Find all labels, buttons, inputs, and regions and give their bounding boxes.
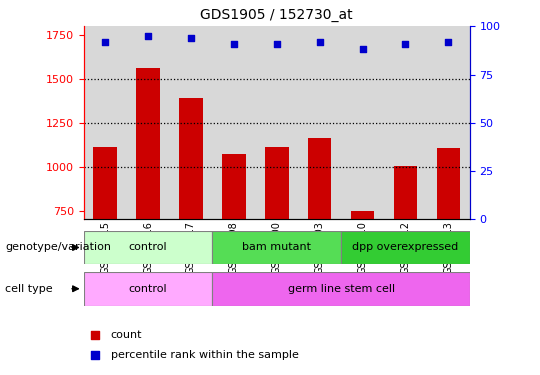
Bar xyxy=(212,26,255,219)
Point xyxy=(91,352,99,358)
Text: control: control xyxy=(129,284,167,294)
Bar xyxy=(255,26,298,219)
Bar xyxy=(93,147,117,219)
Bar xyxy=(84,26,126,219)
Bar xyxy=(84,272,212,306)
Text: cell type: cell type xyxy=(5,284,53,294)
Text: control: control xyxy=(129,243,167,252)
Text: genotype/variation: genotype/variation xyxy=(5,243,111,252)
Bar xyxy=(222,153,246,219)
Point xyxy=(401,40,410,46)
Text: germ line stem cell: germ line stem cell xyxy=(287,284,395,294)
Text: count: count xyxy=(111,330,142,340)
Bar xyxy=(126,26,170,219)
Point xyxy=(273,40,281,46)
Bar xyxy=(384,26,427,219)
Point xyxy=(358,46,367,53)
Point xyxy=(91,332,99,338)
Point xyxy=(444,39,453,45)
Bar xyxy=(436,148,460,219)
Text: dpp overexpressed: dpp overexpressed xyxy=(352,243,458,252)
Bar xyxy=(394,166,417,219)
Bar xyxy=(427,26,470,219)
Text: percentile rank within the sample: percentile rank within the sample xyxy=(111,350,299,360)
Bar xyxy=(298,26,341,219)
Bar xyxy=(84,231,212,264)
Bar xyxy=(341,231,470,264)
Bar xyxy=(308,138,332,219)
Bar xyxy=(341,26,384,219)
Bar xyxy=(265,147,288,219)
Point xyxy=(230,40,238,46)
Bar xyxy=(351,211,374,219)
Text: bam mutant: bam mutant xyxy=(242,243,311,252)
Bar xyxy=(170,26,212,219)
Point xyxy=(144,33,152,39)
Title: GDS1905 / 152730_at: GDS1905 / 152730_at xyxy=(200,9,353,22)
Bar xyxy=(212,231,341,264)
Bar xyxy=(136,68,160,219)
Point xyxy=(187,35,195,41)
Point xyxy=(315,39,324,45)
Bar xyxy=(212,272,470,306)
Point xyxy=(101,39,110,45)
Bar xyxy=(179,98,202,219)
